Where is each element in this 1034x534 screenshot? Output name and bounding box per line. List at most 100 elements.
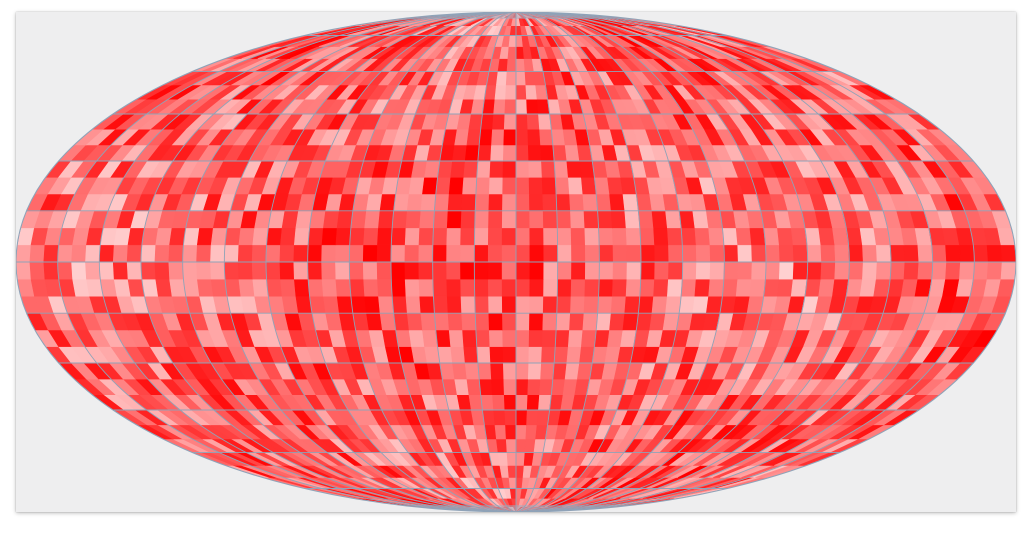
heatmap-cell <box>556 210 572 229</box>
heatmap-cell <box>434 193 450 212</box>
heatmap-cell <box>668 261 683 280</box>
heatmap-cell <box>390 227 407 246</box>
heatmap-cell <box>182 244 198 263</box>
heatmap-cell <box>889 261 906 280</box>
heatmap-cell <box>557 261 572 280</box>
heatmap-cell <box>889 244 906 263</box>
heatmap-cell <box>515 378 529 396</box>
heatmap-cell <box>529 278 545 297</box>
heatmap-cell <box>99 261 115 280</box>
heatmap-cell <box>224 261 240 280</box>
heatmap-cell <box>460 295 476 314</box>
heatmap-cell <box>419 295 435 314</box>
heatmap-cell <box>552 144 568 162</box>
heatmap-cell <box>140 261 157 280</box>
heatmap-cell <box>538 394 552 411</box>
heatmap-cell <box>692 295 709 314</box>
heatmap-cell <box>377 278 393 297</box>
heatmap-cell <box>494 424 507 440</box>
heatmap-cell <box>335 227 352 246</box>
heatmap-cell <box>612 244 628 263</box>
heatmap-cell <box>541 160 556 178</box>
heatmap-cell <box>378 295 394 314</box>
heatmap-cell <box>335 261 351 280</box>
heatmap-cell <box>468 394 483 411</box>
heatmap-cell <box>418 278 434 297</box>
heatmap-cell <box>959 244 975 263</box>
heatmap-cell <box>737 244 753 263</box>
heatmap-cell <box>651 295 668 314</box>
heatmap-cell <box>391 295 408 314</box>
heatmap-cell <box>474 261 489 280</box>
heatmap-cell <box>765 244 781 263</box>
heatmap-cell <box>527 362 542 380</box>
heatmap-cell <box>422 177 438 195</box>
heatmap-cell <box>723 244 739 263</box>
heatmap-cell <box>496 71 508 86</box>
heatmap-cell <box>625 227 642 246</box>
heatmap-cell <box>503 394 517 411</box>
heatmap-cell <box>763 227 780 246</box>
heatmap-cell <box>460 210 476 229</box>
heatmap-cell <box>57 261 73 280</box>
heatmap-cell <box>16 244 32 263</box>
heatmap-cell <box>694 278 711 297</box>
heatmap-cell <box>112 244 129 263</box>
heatmap-cell <box>539 128 554 146</box>
heatmap-cell <box>29 261 46 280</box>
heatmap-cell <box>154 261 170 280</box>
heatmap-cell <box>529 210 544 229</box>
heatmap-cell <box>804 278 822 297</box>
heatmap-cell <box>763 278 780 297</box>
heatmap-cell <box>464 362 480 380</box>
heatmap-cell <box>350 210 367 229</box>
heatmap-cell <box>626 244 642 263</box>
mollweide-map[interactable] <box>16 12 1016 512</box>
heatmap-cell <box>29 244 46 263</box>
heatmap-cell <box>542 312 558 331</box>
heatmap-cell <box>598 244 614 263</box>
heatmap-cell <box>502 362 517 380</box>
heatmap-cell <box>501 278 517 297</box>
heatmap-cell <box>509 25 517 36</box>
heatmap-cell <box>432 244 448 263</box>
heatmap-cell <box>406 193 423 212</box>
heatmap-cell <box>526 409 539 426</box>
heatmap-cell <box>349 227 365 246</box>
heatmap-cell <box>542 193 558 212</box>
heatmap-cell <box>492 394 506 411</box>
heatmap-cell <box>480 394 494 411</box>
heatmap-cell <box>1000 244 1016 263</box>
heatmap-cell <box>478 378 493 396</box>
heatmap-cell <box>490 144 505 162</box>
heatmap-cell <box>461 312 477 331</box>
heatmap-cell <box>678 295 696 314</box>
heatmap-cell <box>265 244 281 263</box>
heatmap-cell <box>57 244 73 263</box>
heatmap-cell <box>155 278 173 297</box>
heatmap-cell <box>435 329 451 347</box>
heatmap-cell <box>196 261 212 280</box>
heatmap-cell <box>210 227 228 246</box>
heatmap-cell <box>639 278 655 297</box>
heatmap-cell <box>85 244 101 263</box>
heatmap-cell <box>556 278 572 297</box>
heatmap-cell <box>694 227 711 246</box>
heatmap-cell <box>503 378 517 396</box>
heatmap-cell <box>751 261 767 280</box>
heatmap-cell <box>366 193 383 212</box>
heatmap-cell <box>376 261 392 280</box>
heatmap-cell <box>527 378 541 396</box>
heatmap-cell <box>196 278 214 297</box>
heatmap-cell <box>238 278 255 297</box>
heatmap-cell <box>497 452 509 466</box>
heatmap-cell <box>446 227 462 246</box>
heatmap-cell <box>71 244 87 263</box>
heatmap-cell <box>321 227 338 246</box>
heatmap-cell <box>515 261 531 280</box>
heatmap-cell <box>515 113 529 130</box>
heatmap-cell <box>695 244 711 263</box>
heatmap-cell <box>542 210 558 229</box>
heatmap-cell <box>237 261 254 280</box>
heatmap-cell <box>543 278 558 297</box>
